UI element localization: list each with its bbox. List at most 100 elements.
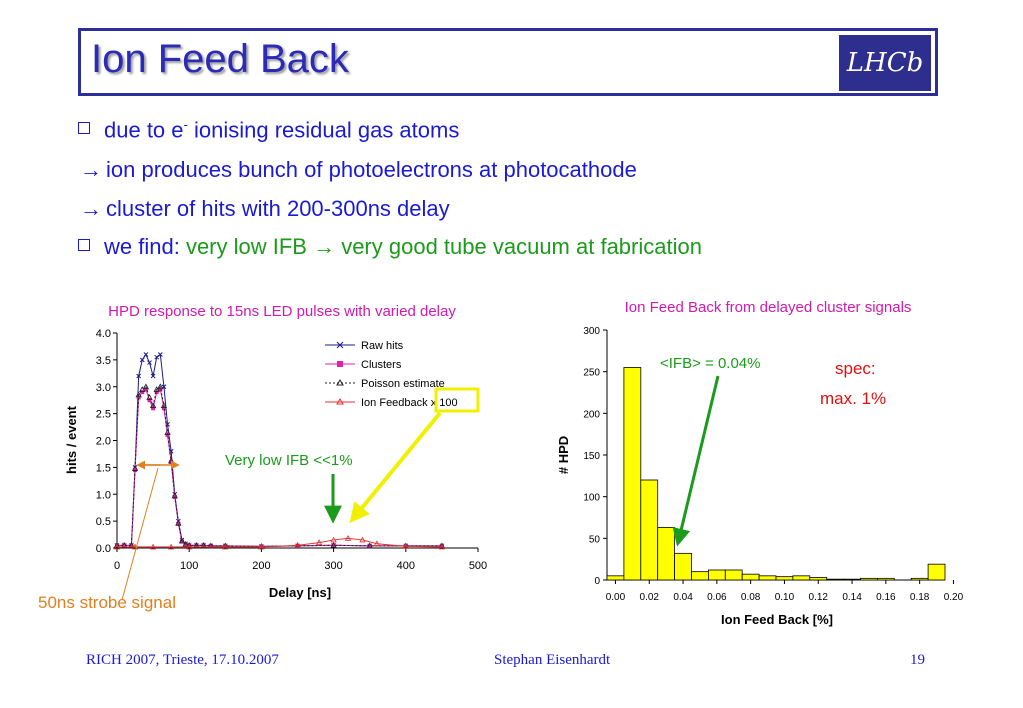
data-point [344, 535, 352, 541]
arrow-icon: → [80, 157, 102, 182]
data-point [403, 543, 408, 548]
bullet-1-sup: - [183, 117, 188, 132]
histogram-bar [623, 367, 642, 581]
annotation-spec-value: max. 1% [820, 389, 886, 408]
bullet-1: due to e- ionising residual gas atoms [78, 117, 459, 143]
square-bullet-icon [78, 239, 90, 251]
data-point [222, 542, 229, 549]
bullet-4-text-a: we find: [104, 234, 186, 259]
left-y-tick-label: 3.0 [96, 382, 111, 394]
footer-left: RICH 2007, Trieste, 17.10.2007 [86, 652, 279, 668]
data-point [171, 492, 178, 499]
right-y-tick-label: 0 [594, 576, 600, 587]
data-point [151, 406, 156, 411]
left-x-tick-label: 200 [252, 560, 270, 572]
histogram-bar [877, 577, 895, 581]
data-point [143, 352, 149, 357]
histogram-bar [674, 552, 692, 581]
histogram-bar [910, 577, 929, 581]
data-point [438, 543, 446, 550]
data-point [147, 360, 152, 365]
legend-marker [336, 379, 344, 386]
legend-label: Clusters [361, 359, 402, 371]
data-point [439, 543, 444, 548]
histogram-bar [792, 575, 811, 581]
left-y-tick-label: 2.0 [96, 436, 111, 448]
annotation-very-low-ifb: Very low IFB <<1% [225, 452, 353, 469]
histogram-bar [843, 578, 861, 581]
data-point [142, 383, 150, 390]
left-x-tick-label: 100 [180, 560, 198, 572]
data-point [315, 539, 323, 546]
right-chart-title: Ion Feed Back from delayed cluster signa… [625, 299, 912, 316]
histogram-bar [927, 563, 946, 581]
right-chart-ylabel: # HPD [556, 436, 571, 474]
data-point [222, 543, 229, 550]
data-point [147, 398, 152, 403]
bullet-4: we find: very low IFB → very good tube v… [78, 234, 702, 260]
data-point [113, 543, 121, 550]
data-point [158, 387, 163, 392]
annotation-spec: spec: [835, 359, 876, 378]
right-y-tick-label: 50 [589, 534, 601, 545]
data-point [157, 352, 163, 357]
bullet-3: → cluster of hits with 200-300ns delay [80, 196, 450, 222]
data-point [149, 543, 157, 550]
bullet-1-text-post: ionising residual gas atoms [187, 117, 460, 143]
bullet-4-text-b: very low IFB [185, 234, 314, 259]
left-chart-ylabel: hits / event [64, 405, 79, 474]
histogram-bar [708, 569, 726, 581]
bullet-2: → ion produces bunch of photoelectrons at… [80, 157, 637, 183]
histogram-bar [775, 576, 794, 581]
highlight-box [434, 387, 480, 413]
right-chart-xlabel: Ion Feed Back [%] [721, 612, 833, 627]
data-point [359, 536, 366, 543]
right-x-tick-label: 0.10 [775, 592, 795, 603]
data-point [330, 541, 337, 548]
histogram-bar [826, 578, 845, 581]
data-point [366, 542, 373, 549]
histogram-bar [741, 573, 760, 581]
right-x-tick-label: 0.04 [673, 592, 693, 603]
square-bullet-icon [78, 122, 90, 135]
left-y-tick-label: 1.5 [96, 462, 111, 474]
right-x-tick-label: 0.12 [809, 592, 829, 603]
right-x-tick-label: 0.08 [741, 592, 761, 603]
left-x-tick-label: 500 [469, 560, 487, 572]
right-x-tick-label: 0.16 [876, 592, 896, 603]
lhcb-logo: LHCb [839, 35, 931, 91]
right-chart-plot: 0 50 100 150 200 250 300 0.00 0.02 0.04 0.06 0.08 0.… [583, 326, 963, 603]
right-x-tick-label: 0.14 [842, 592, 862, 603]
data-point [161, 406, 166, 411]
data-point [175, 519, 182, 526]
data-point [129, 543, 134, 548]
legend-label: Raw hits [361, 340, 404, 352]
annotation-strobe-signal: 50ns strobe signal [38, 593, 176, 612]
right-x-tick-label: 0.00 [606, 592, 626, 603]
data-point [140, 390, 145, 395]
right-x-tick-label: 0.06 [707, 592, 727, 603]
left-y-tick-label: 0.0 [96, 543, 111, 555]
left-y-tick-label: 2.5 [96, 409, 111, 421]
data-point [143, 387, 148, 392]
title-box: Ion Feed Back LHCb [78, 28, 938, 96]
slide-title: Ion Feed Back [91, 37, 349, 81]
data-point [176, 521, 181, 526]
data-point [165, 433, 170, 438]
histogram-bar [640, 479, 659, 581]
right-y-tick-label: 100 [583, 493, 600, 504]
left-x-tick-label: 400 [397, 560, 415, 572]
data-point [207, 542, 215, 549]
legend-marker [336, 398, 344, 405]
bullet-4-text-c: very good tube vacuum at fabrication [335, 234, 702, 259]
series-line-3 [117, 537, 442, 548]
left-y-tick-label: 3.5 [96, 355, 111, 367]
data-point [136, 395, 141, 400]
data-point [139, 386, 146, 392]
data-point [373, 540, 381, 547]
data-point [149, 402, 157, 408]
right-x-tick-label: 0.20 [944, 592, 964, 603]
data-point [150, 373, 156, 379]
footer-page-number: 19 [910, 652, 925, 668]
data-point [157, 383, 164, 390]
